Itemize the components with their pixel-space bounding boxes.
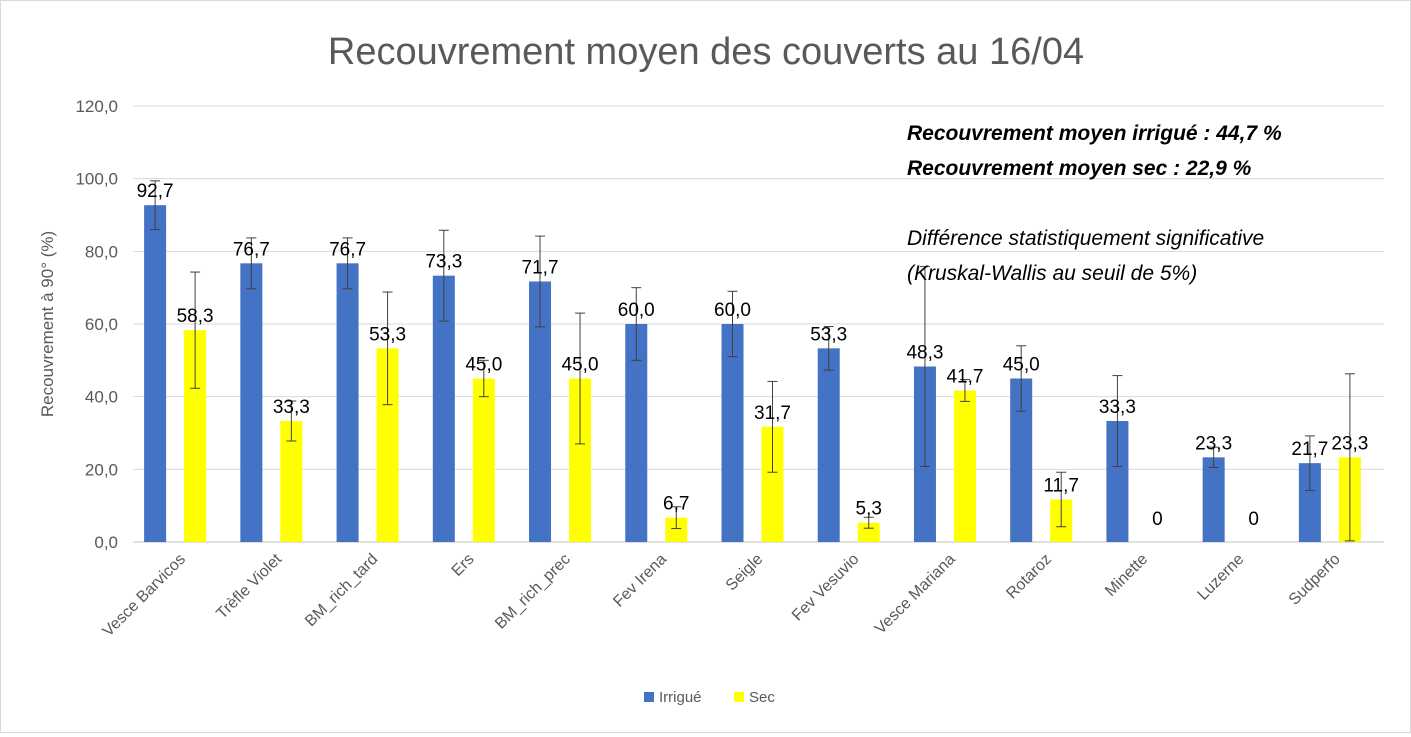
bar-irrigue	[336, 263, 359, 542]
data-label: 60,0	[618, 300, 655, 321]
y-axis-label: Recouvrement à 90° (%)	[38, 231, 57, 417]
data-label: 58,3	[177, 306, 214, 327]
data-label: 33,3	[273, 397, 310, 418]
y-tick-label: 100,0	[75, 170, 118, 189]
bar-irrigue	[240, 263, 263, 542]
y-tick-label: 40,0	[85, 388, 118, 407]
annotation-test: (Kruskal-Wallis au seuil de 5%)	[907, 262, 1197, 285]
error-bars	[150, 180, 1355, 542]
bar-irrigue	[1202, 457, 1225, 542]
bar-irrigue	[432, 275, 455, 542]
chart-title: Recouvrement moyen des couverts au 16/04	[328, 31, 1084, 73]
data-label: 71,7	[522, 257, 559, 278]
bar-sec	[665, 517, 688, 542]
bar-irrigue	[144, 205, 167, 542]
x-tick-label: Sudperfo	[1286, 551, 1344, 609]
x-tick-label: Fev Irena	[610, 551, 670, 611]
y-axis-ticks: 0,0 20,0 40,0 60,0 80,0 100,0 120,0	[75, 97, 118, 552]
legend-swatch-irrigue	[644, 692, 654, 702]
data-label: 92,7	[137, 181, 174, 202]
x-tick-label: Ers	[449, 551, 478, 580]
data-label: 45,0	[562, 355, 599, 376]
bars	[144, 205, 1361, 542]
data-label: 45,0	[465, 355, 502, 376]
annotation-mean-dry: Recouvrement moyen sec : 22,9 %	[907, 157, 1252, 180]
data-label: 21,7	[1291, 439, 1328, 460]
x-tick-label: Fev Vesuvio	[789, 551, 863, 625]
legend-swatch-sec	[734, 692, 744, 702]
legend-label-sec: Sec	[749, 689, 775, 706]
data-label: 73,3	[425, 252, 462, 273]
y-tick-label: 80,0	[85, 242, 118, 261]
data-label: 31,7	[754, 403, 791, 424]
annotation-significance: Différence statistiquement significative	[907, 227, 1264, 250]
data-label: 41,7	[946, 366, 983, 387]
bar-sec	[280, 421, 303, 542]
bar-sec	[184, 330, 207, 542]
data-label: 45,0	[1003, 355, 1040, 376]
x-axis-ticks: Vesce Barvicos Trèfle Violet BM_rich_tard E…	[100, 550, 1344, 640]
data-label: 23,3	[1331, 433, 1368, 454]
bar-sec	[472, 378, 495, 542]
data-label: 48,3	[906, 343, 943, 364]
data-label: 33,3	[1099, 397, 1136, 418]
x-tick-label: BM_rich_tard	[302, 551, 381, 630]
data-label: 0	[1248, 509, 1259, 530]
bar-irrigue	[721, 324, 744, 542]
data-label: 11,7	[1043, 475, 1079, 496]
y-tick-label: 20,0	[85, 460, 118, 479]
x-tick-label: Vesce Mariana	[872, 551, 959, 638]
x-tick-label: BM_rich_prec	[492, 551, 574, 633]
data-label: 53,3	[810, 324, 847, 345]
data-label: 5,3	[856, 499, 882, 520]
x-tick-label: Trèfle Violet	[213, 550, 285, 622]
x-tick-label: Seigle	[723, 551, 767, 595]
legend: Irrigué Sec	[644, 689, 775, 706]
x-tick-label: Vesce Barvicos	[100, 551, 189, 640]
bar-sec	[857, 522, 880, 542]
bar-irrigue	[625, 324, 648, 542]
bar-sec	[376, 348, 399, 542]
bar-sec	[953, 390, 976, 542]
data-label: 0	[1152, 509, 1163, 530]
bar-irrigue	[1010, 378, 1033, 542]
data-label: 60,0	[714, 300, 751, 321]
bar-sec	[761, 426, 784, 542]
data-label: 6,7	[663, 494, 689, 515]
x-tick-label: Luzerne	[1195, 551, 1248, 604]
y-tick-label: 120,0	[75, 97, 118, 116]
data-label: 76,7	[233, 239, 270, 260]
legend-label-irrigue: Irrigué	[659, 689, 702, 706]
bar-irrigue	[529, 281, 552, 542]
data-label: 53,3	[369, 324, 406, 345]
data-label: 23,3	[1195, 433, 1232, 454]
bar-irrigue	[1106, 421, 1129, 542]
bar-sec	[569, 378, 592, 542]
annotation-mean-irrigated: Recouvrement moyen irrigué : 44,7 %	[907, 122, 1282, 145]
data-label: 76,7	[329, 239, 366, 260]
bar-irrigue	[1298, 463, 1321, 542]
y-tick-label: 0,0	[94, 533, 118, 552]
bar-irrigue	[817, 348, 840, 542]
x-tick-label: Minette	[1102, 551, 1151, 600]
y-tick-label: 60,0	[85, 315, 118, 334]
x-tick-label: Rotaroz	[1003, 551, 1055, 603]
data-labels: 92,7 58,3 76,7 33,3 76,7 53,3 73,3 45,0 71,7 45,0…	[137, 181, 1369, 530]
annotation-box: Recouvrement moyen irrigué : 44,7 % Reco…	[907, 122, 1282, 285]
